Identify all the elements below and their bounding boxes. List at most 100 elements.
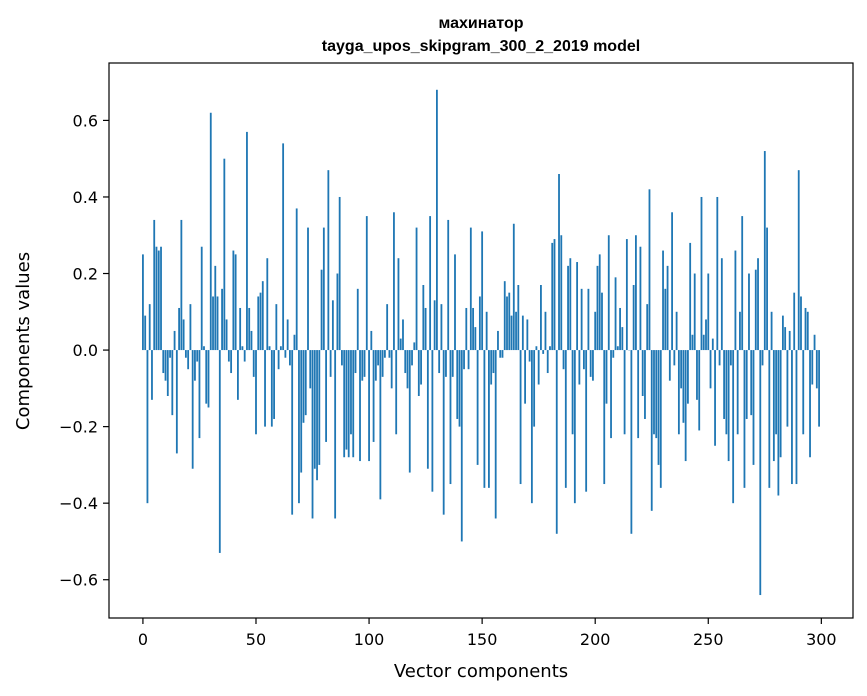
bar-97 <box>361 350 364 381</box>
bar-297 <box>813 334 816 351</box>
bar-159 <box>501 350 504 358</box>
bar-222 <box>644 350 646 419</box>
bar-73 <box>307 227 309 351</box>
bar-171 <box>528 350 531 362</box>
bar-117 <box>406 350 409 389</box>
bar-93 <box>352 350 355 458</box>
bar-237 <box>677 350 680 435</box>
bar-253 <box>714 350 716 446</box>
bar-173 <box>533 350 536 427</box>
bar-22 <box>191 350 194 469</box>
bar-185 <box>560 235 563 351</box>
bar-196 <box>585 350 588 492</box>
bar-113 <box>397 258 400 351</box>
bar-177 <box>542 350 545 354</box>
bar-153 <box>488 350 490 488</box>
bar-142 <box>463 350 465 370</box>
bar-205 <box>605 350 608 404</box>
bar-134 <box>445 350 447 377</box>
bar-92 <box>350 350 352 435</box>
bar-254 <box>716 196 719 351</box>
bar-267 <box>745 350 748 419</box>
bar-103 <box>374 350 377 381</box>
bar-30 <box>209 112 212 351</box>
x-tick-label: 200 <box>580 630 611 649</box>
bar-53 <box>261 281 264 351</box>
x-axis-ticks: 0 50 100 150 200 250 300 <box>138 618 837 649</box>
bar-285 <box>786 350 789 427</box>
bar-218 <box>635 235 637 351</box>
bar-280 <box>775 350 778 435</box>
bar-56 <box>268 346 271 351</box>
bar-274 <box>761 350 764 366</box>
bar-191 <box>573 350 576 504</box>
bar-112 <box>395 350 398 435</box>
bar-119 <box>411 350 413 366</box>
y-tick-label: 0.2 <box>73 265 98 284</box>
bar-100 <box>368 350 370 462</box>
bar-5 <box>153 219 156 351</box>
bar-258 <box>725 350 728 435</box>
bar-160 <box>503 281 506 351</box>
bar-195 <box>582 350 585 370</box>
bar-118 <box>408 350 411 473</box>
bar-34 <box>218 350 221 553</box>
bar-68 <box>295 208 298 351</box>
bar-255 <box>718 350 721 366</box>
bar-150 <box>481 231 484 351</box>
bar-162 <box>508 292 511 351</box>
bar-26 <box>200 246 203 351</box>
bar-158 <box>499 350 502 358</box>
bar-161 <box>506 296 508 351</box>
bar-145 <box>469 227 472 351</box>
bar-175 <box>537 350 540 385</box>
bar-203 <box>601 292 603 351</box>
bar-256 <box>720 258 723 351</box>
bar-193 <box>578 350 581 385</box>
bar-147 <box>474 327 477 351</box>
bar-16 <box>178 307 181 351</box>
bar-87 <box>338 196 341 351</box>
bar-187 <box>564 350 567 488</box>
bar-221 <box>641 350 644 396</box>
bar-124 <box>422 285 425 351</box>
bar-127 <box>429 216 432 351</box>
bar-7 <box>157 250 160 351</box>
chart-subtitle: tayga_upos_skipgram_300_2_2019 model <box>322 38 640 55</box>
bar-181 <box>551 242 554 351</box>
bar-1 <box>144 315 147 351</box>
bar-288 <box>793 292 796 351</box>
bar-98 <box>363 350 366 377</box>
plot-frame <box>108 62 854 619</box>
bar-204 <box>603 350 606 485</box>
bar-23 <box>194 350 196 381</box>
bar-284 <box>784 327 787 351</box>
bar-155 <box>492 350 495 374</box>
bar-15 <box>175 350 178 454</box>
bar-188 <box>567 265 569 351</box>
bar-295 <box>809 350 811 458</box>
bar-96 <box>359 350 361 462</box>
bar-14 <box>173 330 176 351</box>
bar-108 <box>386 304 389 351</box>
bar-60 <box>277 350 280 370</box>
bar-249 <box>705 319 707 351</box>
y-tick-label: 0.4 <box>73 188 98 207</box>
bar-190 <box>571 350 574 435</box>
bar-289 <box>795 350 798 485</box>
bar-86 <box>336 273 339 351</box>
bar-137 <box>451 350 454 377</box>
bar-169 <box>524 350 526 404</box>
bar-50 <box>255 350 257 435</box>
bar-251 <box>709 350 712 389</box>
bar-202 <box>598 254 601 351</box>
bar-41 <box>234 254 237 351</box>
bar-17 <box>180 219 183 351</box>
bar-95 <box>356 288 359 351</box>
y-axis-ticks: −0.6 −0.4 −0.2 0.0 0.2 0.4 0.6 <box>59 111 109 590</box>
bar-208 <box>612 350 615 358</box>
bar-126 <box>426 350 429 469</box>
bar-225 <box>650 350 653 511</box>
bar-6 <box>155 246 158 351</box>
bar-200 <box>594 311 597 351</box>
